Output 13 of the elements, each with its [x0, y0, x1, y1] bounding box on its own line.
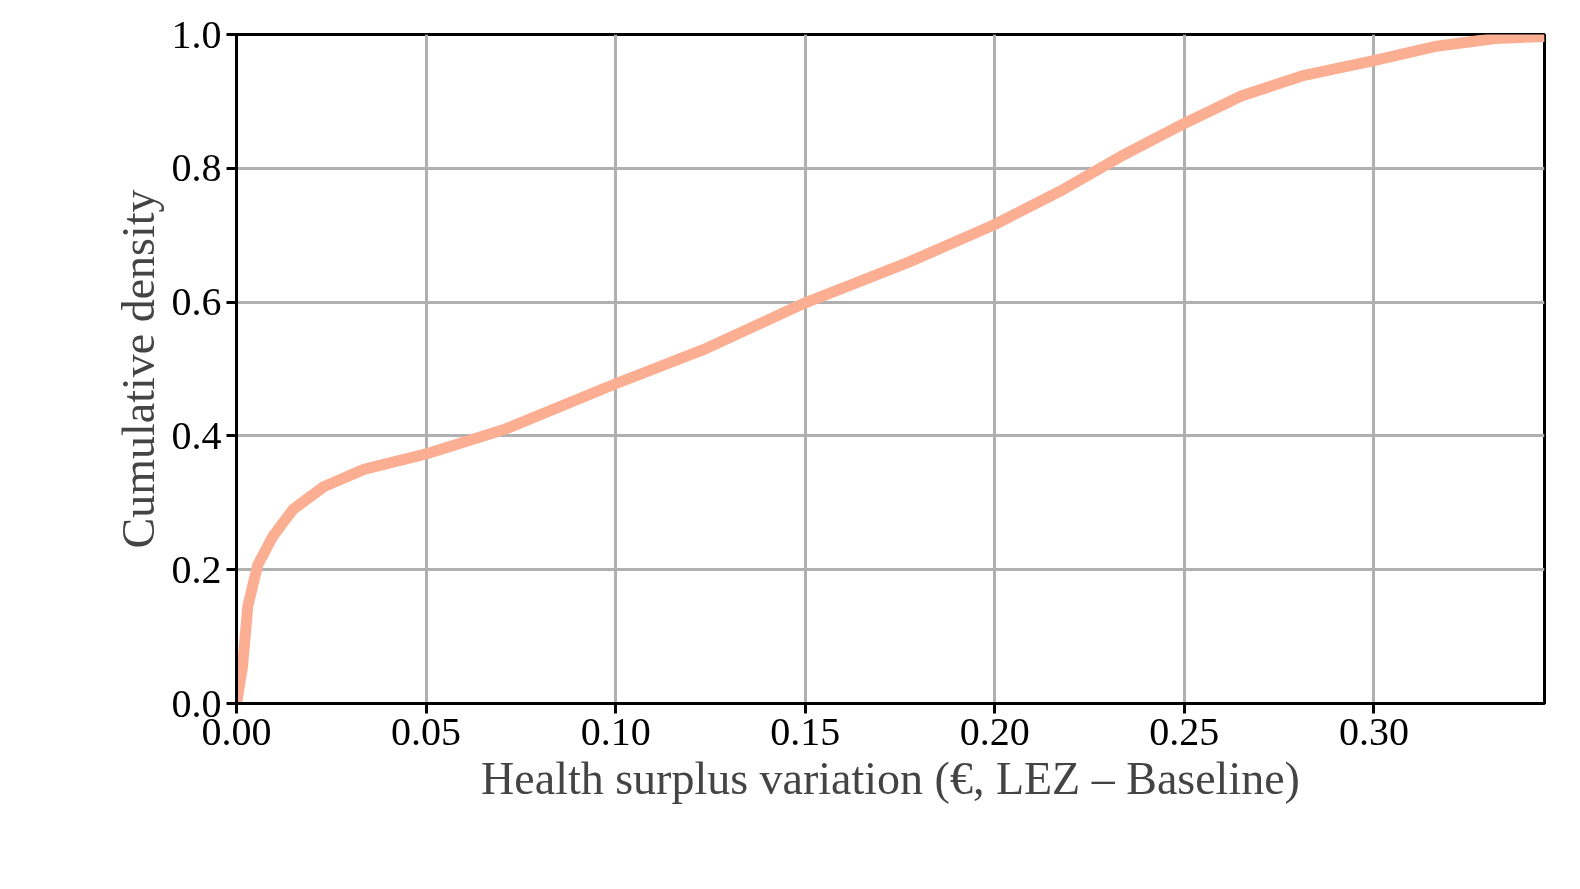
x-tick-label: 0.25: [1149, 708, 1220, 754]
x-tick-label: 0.20: [959, 708, 1030, 754]
y-tick-label: 0.4: [171, 412, 222, 458]
x-tick-label: 0.15: [770, 708, 841, 754]
y-tick-label: 0.2: [171, 546, 222, 592]
x-tick-label: 0.10: [580, 708, 651, 754]
x-axis-title: Health surplus variation (€, LEZ – Baseline): [481, 752, 1300, 804]
x-tick-label: 0.30: [1338, 708, 1409, 754]
y-axis-title: Cumulative density: [112, 189, 164, 549]
x-tick-label: 0.05: [391, 708, 462, 754]
y-tick-label: 0.8: [171, 145, 222, 191]
y-tick-label: 1.0: [171, 11, 222, 57]
y-tick-label: 0.6: [171, 279, 222, 325]
